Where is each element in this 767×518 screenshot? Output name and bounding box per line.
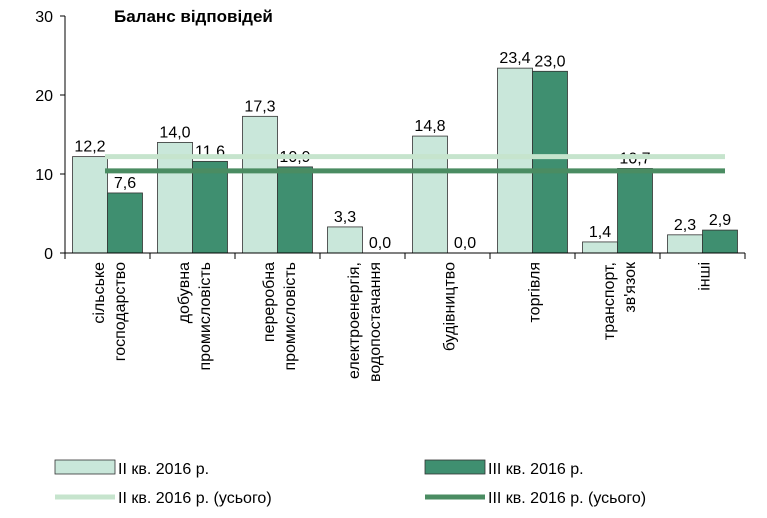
x-tick-label-line: господарство <box>112 262 129 361</box>
x-tick-label-line: будівництво <box>442 262 459 351</box>
value-label: 1,4 <box>589 224 611 241</box>
value-label: 0,0 <box>454 235 476 252</box>
chart-title: Баланс відповідей <box>114 7 273 26</box>
legend-label: III кв. 2016 р. (усього) <box>488 490 646 507</box>
x-tick-label-line: торгівля <box>527 262 544 322</box>
x-tick-label: добувна промисловість <box>176 262 214 371</box>
x-tick-label: транспорт, зв'язок <box>601 261 639 340</box>
value-label: 23,4 <box>499 50 530 67</box>
y-tick-label: 0 <box>44 246 53 263</box>
value-label: 0,0 <box>369 235 391 252</box>
bar <box>532 70 568 254</box>
legend-swatch <box>424 459 486 475</box>
bar <box>497 67 533 254</box>
value-label: 14,8 <box>414 118 445 135</box>
value-label: 12,2 <box>74 139 105 156</box>
value-label: 17,3 <box>244 98 275 115</box>
bar <box>702 229 738 254</box>
bar <box>327 226 363 254</box>
value-label: 2,3 <box>674 217 696 234</box>
x-tick-label: сільське господарство <box>91 262 129 361</box>
bar <box>107 192 143 254</box>
bar <box>667 234 703 254</box>
bar <box>192 160 228 254</box>
value-label: 14,0 <box>159 124 190 141</box>
y-tick-label: 30 <box>35 9 53 26</box>
y-tick-label: 20 <box>35 88 53 105</box>
legend-label: II кв. 2016 р. (усього) <box>118 490 272 507</box>
x-tick-label: торгівля <box>527 262 544 322</box>
bar <box>242 115 278 254</box>
value-label: 7,6 <box>114 175 136 192</box>
x-tick-label-line: інші <box>697 262 714 291</box>
x-tick-label-line: водопостачання <box>367 262 384 382</box>
value-label: 3,3 <box>334 209 356 226</box>
x-tick-label-line: сільське <box>91 262 108 324</box>
bar <box>277 166 313 254</box>
legend-label: II кв. 2016 р. <box>118 461 209 478</box>
x-tick-label-line: промисловість <box>282 262 299 371</box>
x-tick-label-line: добувна <box>176 262 193 323</box>
x-tick-label: інші <box>697 262 714 291</box>
y-tick-label: 10 <box>35 167 53 184</box>
value-label: 2,9 <box>709 212 731 229</box>
bar <box>412 135 448 254</box>
bar <box>582 241 618 254</box>
value-label: 23,0 <box>534 53 565 70</box>
x-tick-label-line: переробна <box>261 262 278 342</box>
x-tick-label-line: транспорт, <box>601 262 618 340</box>
x-tick-label: переробна промисловість <box>261 262 299 371</box>
legend-swatch <box>54 459 116 475</box>
bar <box>617 168 653 254</box>
x-tick-label-line: промисловість <box>197 262 214 371</box>
bar <box>72 156 108 254</box>
x-tick-label-line: електроенергія, <box>346 262 363 379</box>
x-tick-label: електроенергія, водопостачання <box>346 262 384 382</box>
x-tick-label: будівництво <box>442 262 459 351</box>
legend-label: III кв. 2016 р. <box>488 461 584 478</box>
x-tick-label-line: зв'язок <box>622 261 639 313</box>
bar <box>157 141 193 254</box>
